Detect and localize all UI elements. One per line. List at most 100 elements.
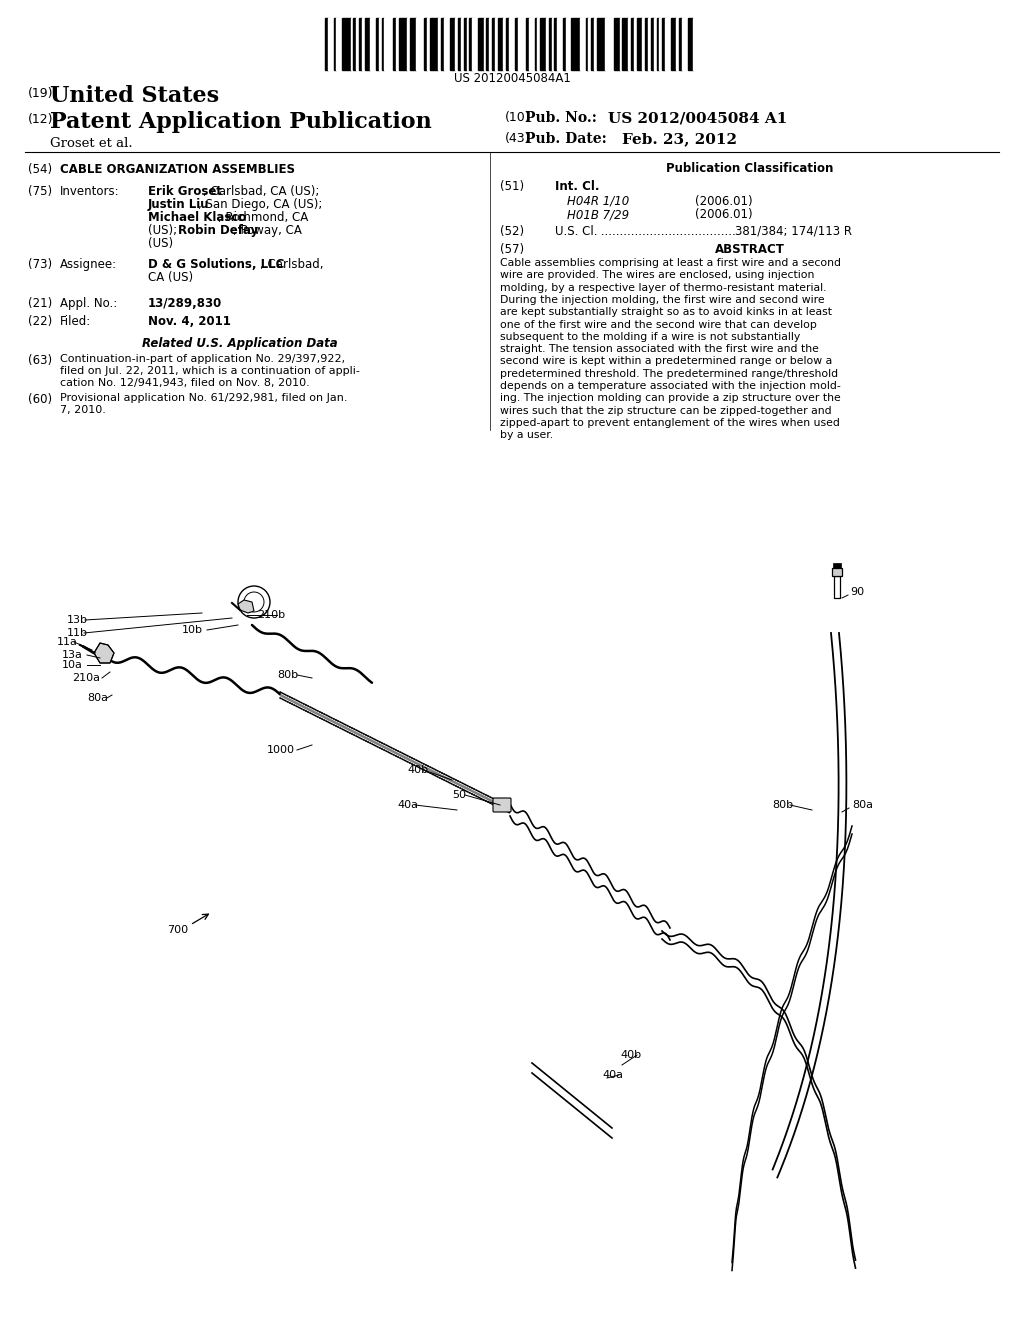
Bar xyxy=(557,18,563,70)
Text: Justin Liu: Justin Liu xyxy=(148,198,210,211)
Bar xyxy=(671,18,676,70)
Bar xyxy=(384,18,393,70)
Bar xyxy=(450,18,456,70)
Text: Int. Cl.: Int. Cl. xyxy=(555,180,599,193)
Bar xyxy=(555,18,557,70)
Text: (2006.01): (2006.01) xyxy=(695,209,753,220)
Text: Publication Classification: Publication Classification xyxy=(667,162,834,176)
Text: 1000: 1000 xyxy=(267,744,295,755)
Text: (52): (52) xyxy=(500,224,524,238)
Bar xyxy=(605,18,614,70)
Text: depends on a temperature associated with the injection mold-: depends on a temperature associated with… xyxy=(500,381,841,391)
Text: United States: United States xyxy=(50,84,219,107)
Bar xyxy=(637,18,642,70)
Bar xyxy=(645,18,648,70)
Bar xyxy=(416,18,424,70)
Text: 80b: 80b xyxy=(772,800,794,810)
Text: 13b: 13b xyxy=(67,615,88,624)
Bar xyxy=(586,18,589,70)
Text: CA (US): CA (US) xyxy=(148,271,194,284)
Bar xyxy=(478,18,483,70)
Text: (75): (75) xyxy=(28,185,52,198)
Bar xyxy=(591,18,594,70)
Text: .....................................: ..................................... xyxy=(597,224,739,238)
Bar xyxy=(651,18,653,70)
Text: Michael Klasco: Michael Klasco xyxy=(148,211,247,224)
Text: , Richmond, CA: , Richmond, CA xyxy=(218,211,308,224)
Text: one of the first wire and the second wire that can develop: one of the first wire and the second wir… xyxy=(500,319,817,330)
Text: 40a: 40a xyxy=(397,800,418,810)
Text: 40b: 40b xyxy=(620,1049,641,1060)
Text: Continuation-in-part of application No. 29/397,922,: Continuation-in-part of application No. … xyxy=(60,354,345,364)
Bar xyxy=(656,18,659,70)
Bar xyxy=(495,18,498,70)
Bar xyxy=(376,18,379,70)
Bar xyxy=(688,18,693,70)
Text: 10a: 10a xyxy=(62,660,83,671)
Bar xyxy=(628,18,631,70)
Bar xyxy=(597,18,605,70)
Text: 210a: 210a xyxy=(72,673,100,682)
Bar xyxy=(328,18,334,70)
Bar xyxy=(663,18,665,70)
Text: 80a: 80a xyxy=(87,693,108,704)
Text: (19): (19) xyxy=(28,87,53,100)
Text: are kept substantially straight so as to avoid kinks in at least: are kept substantially straight so as to… xyxy=(500,308,831,317)
Bar xyxy=(472,18,478,70)
Bar xyxy=(464,18,467,70)
Bar xyxy=(467,18,469,70)
Text: ing. The injection molding can provide a zip structure over the: ing. The injection molding can provide a… xyxy=(500,393,841,404)
Text: H04R 1/10: H04R 1/10 xyxy=(567,195,630,209)
Bar xyxy=(552,18,555,70)
Text: (43): (43) xyxy=(505,132,530,145)
Bar xyxy=(623,18,628,70)
Text: , Carlsbad, CA (US);: , Carlsbad, CA (US); xyxy=(203,185,319,198)
Bar xyxy=(665,18,671,70)
Bar xyxy=(538,18,541,70)
Text: Erik Groset: Erik Groset xyxy=(148,185,222,198)
Bar xyxy=(580,18,586,70)
Bar xyxy=(365,18,371,70)
Bar xyxy=(396,18,398,70)
Bar xyxy=(353,18,356,70)
Bar xyxy=(566,18,571,70)
Text: Assignee:: Assignee: xyxy=(60,257,117,271)
Text: (51): (51) xyxy=(500,180,524,193)
Text: Pub. No.:: Pub. No.: xyxy=(525,111,597,125)
Bar xyxy=(486,18,489,70)
Bar xyxy=(676,18,679,70)
Text: Patent Application Publication: Patent Application Publication xyxy=(50,111,432,133)
Bar xyxy=(361,18,365,70)
Text: (US);: (US); xyxy=(148,224,181,238)
Bar xyxy=(682,18,688,70)
Bar xyxy=(515,18,518,70)
Text: molding, by a respective layer of thermo-resistant material.: molding, by a respective layer of thermo… xyxy=(500,282,826,293)
Text: H01B 7/29: H01B 7/29 xyxy=(567,209,629,220)
Bar xyxy=(382,18,384,70)
Text: ABSTRACT: ABSTRACT xyxy=(715,243,785,256)
Text: (73): (73) xyxy=(28,257,52,271)
Bar xyxy=(469,18,472,70)
Bar xyxy=(518,18,526,70)
Text: 40b: 40b xyxy=(407,766,428,775)
Bar xyxy=(529,18,535,70)
Bar xyxy=(458,18,461,70)
Bar xyxy=(594,18,597,70)
Bar xyxy=(350,18,353,70)
Text: Groset et al.: Groset et al. xyxy=(50,137,133,150)
Bar xyxy=(831,568,842,576)
Bar xyxy=(535,18,538,70)
Bar xyxy=(679,18,682,70)
Text: 80a: 80a xyxy=(852,800,873,810)
Text: (57): (57) xyxy=(500,243,524,256)
Text: 700: 700 xyxy=(167,925,188,935)
Text: (12): (12) xyxy=(28,114,53,125)
Text: CABLE ORGANIZATION ASSEMBLIES: CABLE ORGANIZATION ASSEMBLIES xyxy=(60,162,295,176)
Bar xyxy=(509,18,515,70)
Text: 11b: 11b xyxy=(67,628,88,638)
Text: (54): (54) xyxy=(28,162,52,176)
Bar xyxy=(489,18,493,70)
Bar xyxy=(631,18,634,70)
Text: (2006.01): (2006.01) xyxy=(695,195,753,209)
Text: (60): (60) xyxy=(28,393,52,407)
